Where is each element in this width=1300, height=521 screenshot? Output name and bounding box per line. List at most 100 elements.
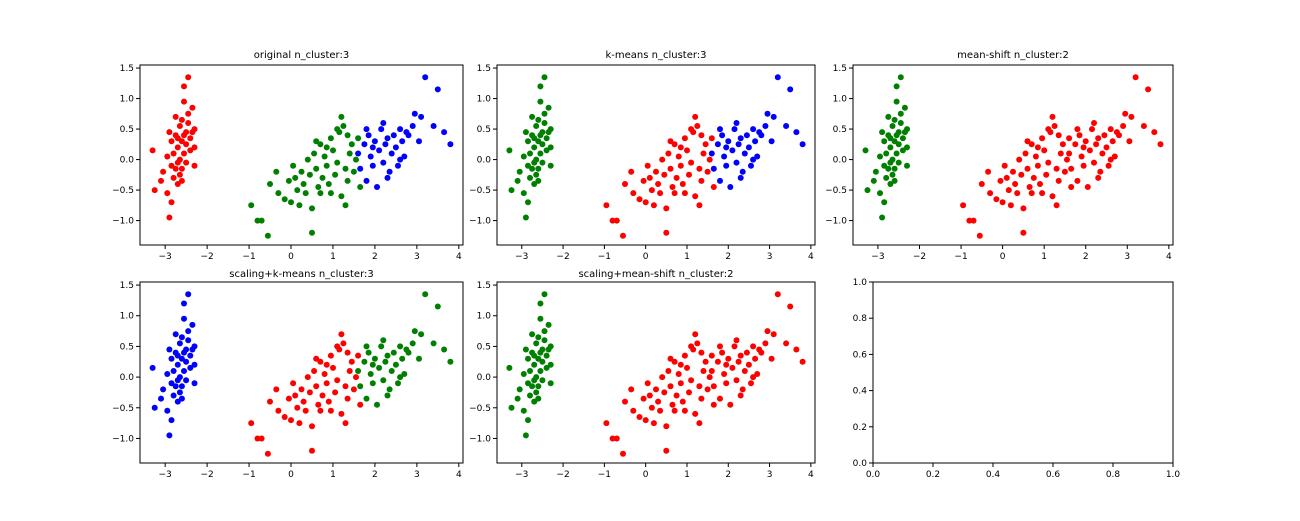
data-point [191, 144, 198, 151]
data-point [170, 368, 177, 374]
data-point [696, 165, 703, 172]
data-point [183, 358, 190, 365]
data-point [327, 407, 334, 414]
data-point [1066, 150, 1073, 157]
data-point [390, 349, 397, 356]
data-point [380, 159, 387, 166]
data-point [176, 156, 183, 163]
x-tick-label: −2 [556, 252, 569, 262]
y-tick-label: −1.0 [825, 217, 847, 227]
data-point [527, 368, 533, 374]
data-point [416, 355, 422, 362]
data-point [704, 386, 711, 393]
data-point [350, 386, 357, 393]
data-point [679, 181, 686, 187]
data-point [1045, 159, 1052, 166]
data-point [264, 450, 271, 457]
data-point [170, 392, 177, 399]
data-point [294, 404, 301, 411]
data-point [1053, 202, 1060, 209]
data-point [327, 135, 334, 142]
data-point [525, 138, 531, 145]
y-tick-label: 0.5 [477, 342, 491, 352]
data-point [885, 113, 892, 120]
data-point [319, 392, 326, 399]
data-point [725, 138, 732, 145]
x-tick-label: −3 [159, 470, 172, 480]
data-point [537, 150, 544, 157]
y-tick-label: 1.0 [477, 95, 492, 105]
data-point [1049, 193, 1056, 200]
data-point [267, 398, 273, 405]
data-point [893, 98, 900, 105]
data-point [1024, 138, 1031, 145]
data-point [1045, 126, 1052, 133]
data-point [281, 414, 288, 420]
data-point [862, 147, 869, 154]
data-point [365, 349, 372, 356]
data-point [899, 135, 906, 142]
data-point [644, 162, 651, 169]
data-point [290, 380, 297, 387]
data-point [357, 184, 364, 190]
data-point [172, 113, 179, 120]
data-point [313, 138, 320, 145]
data-point [525, 355, 531, 362]
data-point [541, 74, 548, 81]
x-tick-label: 0.6 [1046, 470, 1061, 480]
data-point [723, 361, 730, 368]
data-point [527, 150, 533, 157]
data-point [529, 165, 536, 172]
x-tick-label: 0.0 [866, 470, 881, 480]
data-point [733, 159, 740, 166]
data-point [317, 407, 324, 414]
data-point [367, 153, 374, 160]
data-point [323, 144, 330, 151]
data-point [613, 435, 620, 442]
data-point [300, 398, 307, 405]
data-point [522, 346, 529, 353]
data-point [539, 377, 546, 384]
x-tick-label: 1 [330, 252, 336, 262]
data-point [1057, 150, 1064, 157]
data-point [158, 395, 164, 402]
data-point [537, 132, 544, 139]
data-point [895, 159, 902, 166]
data-point [710, 383, 717, 390]
data-point [893, 132, 900, 139]
data-point [545, 104, 552, 111]
data-point [735, 358, 742, 365]
panel-title: scaling+k-means n_cluster:3 [229, 269, 374, 280]
data-point [717, 126, 723, 133]
data-point [411, 110, 418, 117]
data-point [543, 352, 550, 359]
data-point [543, 364, 550, 371]
data-point [361, 358, 368, 365]
data-point [889, 171, 896, 178]
data-point [1051, 123, 1058, 129]
data-point [904, 162, 910, 169]
data-point [537, 315, 544, 322]
data-point [976, 232, 983, 239]
data-point [1097, 168, 1104, 175]
x-tick-label: −1 [954, 252, 967, 262]
data-point [508, 187, 515, 194]
data-point [533, 389, 540, 396]
data-point [357, 401, 364, 408]
data-point [248, 202, 255, 209]
y-tick-label: 0.4 [853, 387, 868, 397]
data-point [302, 407, 309, 414]
data-point [655, 181, 662, 187]
data-point [729, 364, 736, 371]
data-point [648, 187, 655, 194]
data-point [1012, 181, 1019, 187]
data-point [323, 361, 330, 368]
data-point [694, 340, 701, 347]
data-point [533, 374, 540, 381]
data-point [522, 432, 529, 439]
data-point [191, 162, 198, 169]
data-point [422, 291, 429, 298]
data-point [388, 150, 395, 157]
data-point [174, 144, 181, 151]
data-point [547, 380, 554, 387]
